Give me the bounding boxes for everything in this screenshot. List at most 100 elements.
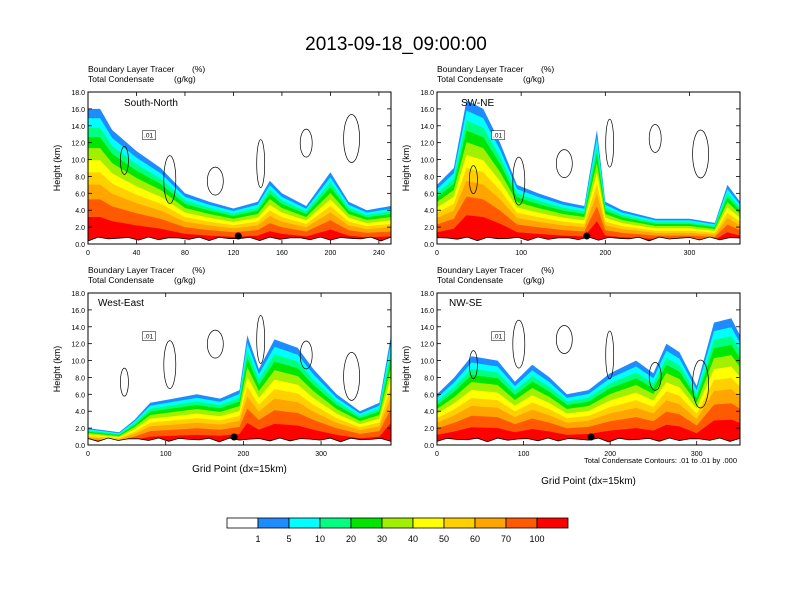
y-tick-label: 2.0 [424, 426, 434, 433]
condensate-contour [343, 114, 360, 163]
subtitle-condensate-unit: (g/kg) [523, 74, 545, 84]
x-tick-label: 240 [373, 250, 385, 257]
subtitle-condensate: Total Condensate [88, 74, 154, 84]
y-tick-label: 4.0 [75, 208, 85, 215]
y-tick-label: 18.0 [420, 291, 434, 298]
y-tick-label: 8.0 [424, 375, 434, 382]
x-tick-label: 300 [315, 451, 327, 458]
colorbar: 1 5 10 20 30 40 50 60 70 100 [226, 517, 569, 544]
panel-frame [436, 292, 741, 446]
colorbar-level-label: 30 [377, 534, 387, 544]
x-tick-label: 200 [238, 451, 250, 458]
condensate-contour [692, 359, 709, 409]
condensate-contour [605, 330, 615, 380]
y-tick-label: 4.0 [424, 208, 434, 215]
y-tick-label: 4.0 [75, 409, 85, 416]
condensate-contour [692, 129, 709, 179]
x-tick-label: 120 [228, 250, 240, 257]
condensate-contour [555, 325, 573, 354]
panel-south-north: Boundary Layer Tracer (%) Total Condensate… [52, 64, 392, 257]
y-tick-label: 0.0 [75, 242, 85, 249]
panel-frame [87, 292, 392, 446]
condensate-contour [163, 155, 177, 204]
x-tick-label: 100 [518, 451, 530, 458]
condensate-contour [648, 362, 662, 391]
condensate-contour [605, 118, 615, 168]
contour-label-box [142, 331, 156, 341]
subtitle-condensate: Total Condensate [88, 275, 154, 285]
colorbar-swatch [474, 517, 507, 529]
panel-label: South-North [124, 98, 178, 109]
y-tick-label: 12.0 [420, 342, 434, 349]
location-marker [583, 232, 591, 240]
y-tick-label: 14.0 [71, 325, 85, 332]
tracer-field: .01 [437, 100, 740, 244]
contour-label: .01 [493, 133, 502, 140]
y-tick-label: 6.0 [424, 191, 434, 198]
condensate-contour [343, 352, 360, 401]
location-marker [234, 232, 242, 240]
condensate-contour [256, 315, 266, 364]
x-axis-label: Grid Point (dx=15km) [541, 476, 636, 487]
contour-label-box [491, 130, 505, 140]
condensate-contour [469, 350, 478, 379]
y-tick-label: 10.0 [420, 359, 434, 366]
x-tick-label: 300 [691, 451, 703, 458]
x-tick-label: 200 [599, 250, 611, 257]
figure-title: 2013-09-18_09:00:00 [305, 34, 487, 55]
tracer-layer-10 [437, 419, 740, 445]
y-tick-label: 2.0 [424, 225, 434, 232]
x-tick-label: 0 [435, 451, 439, 458]
x-axis-label: Grid Point (dx=15km) [192, 464, 287, 475]
y-tick-label: 12.0 [71, 342, 85, 349]
colorbar-level-label: 40 [408, 534, 418, 544]
panel-nw-se: Boundary Layer Tracer (%) Total Condensate… [401, 265, 741, 487]
y-tick-label: 16.0 [420, 107, 434, 114]
y-tick-label: 10.0 [420, 158, 434, 165]
tracer-layer-10 [88, 217, 391, 244]
y-tick-label: 16.0 [420, 308, 434, 315]
condensate-contour [120, 367, 129, 397]
y-tick-label: 12.0 [71, 141, 85, 148]
tracer-layer-10 [437, 215, 740, 244]
y-tick-label: 0.0 [75, 443, 85, 450]
condensate-contour [469, 165, 478, 194]
subtitle-tracer: Boundary Layer Tracer [88, 265, 175, 275]
subtitle-tracer-unit: (%) [192, 64, 205, 74]
subtitle-condensate-unit: (g/kg) [174, 74, 196, 84]
y-tick-label: 8.0 [424, 174, 434, 181]
contour-label-box [142, 130, 156, 140]
colorbar-level-label: 100 [529, 534, 544, 544]
y-tick-label: 18.0 [71, 291, 85, 298]
condensate-contour [648, 124, 662, 153]
y-tick-label: 2.0 [75, 225, 85, 232]
condensate-contour [555, 149, 573, 178]
x-tick-label: 0 [86, 451, 90, 458]
subtitle-tracer-unit: (%) [541, 265, 554, 275]
panel-frame [436, 91, 741, 245]
contour-label: .01 [144, 334, 153, 341]
y-tick-label: 16.0 [71, 107, 85, 114]
x-tick-label: 200 [604, 451, 616, 458]
subtitle-tracer-unit: (%) [192, 265, 205, 275]
y-axis-label: Height (km) [52, 145, 62, 192]
contour-footnote: Total Condensate Contours: .01 to .01 by… [584, 456, 737, 465]
colorbar-level-label: 60 [470, 534, 480, 544]
colorbar-swatch [257, 517, 290, 529]
y-axis-label: Height (km) [401, 346, 411, 393]
y-axis-label: Height (km) [401, 145, 411, 192]
condensate-contour [206, 329, 224, 359]
tracer-field: .01 [88, 315, 391, 445]
subtitle-tracer-unit: (%) [541, 64, 554, 74]
y-tick-label: 6.0 [75, 191, 85, 198]
location-marker [230, 433, 238, 441]
y-tick-label: 10.0 [71, 158, 85, 165]
colorbar-swatch [350, 517, 383, 529]
y-tick-label: 14.0 [71, 124, 85, 131]
y-tick-label: 14.0 [420, 325, 434, 332]
y-tick-label: 0.0 [424, 242, 434, 249]
colorbar-level-label: 50 [439, 534, 449, 544]
colorbar-swatch [412, 517, 445, 529]
x-tick-label: 0 [435, 250, 439, 257]
